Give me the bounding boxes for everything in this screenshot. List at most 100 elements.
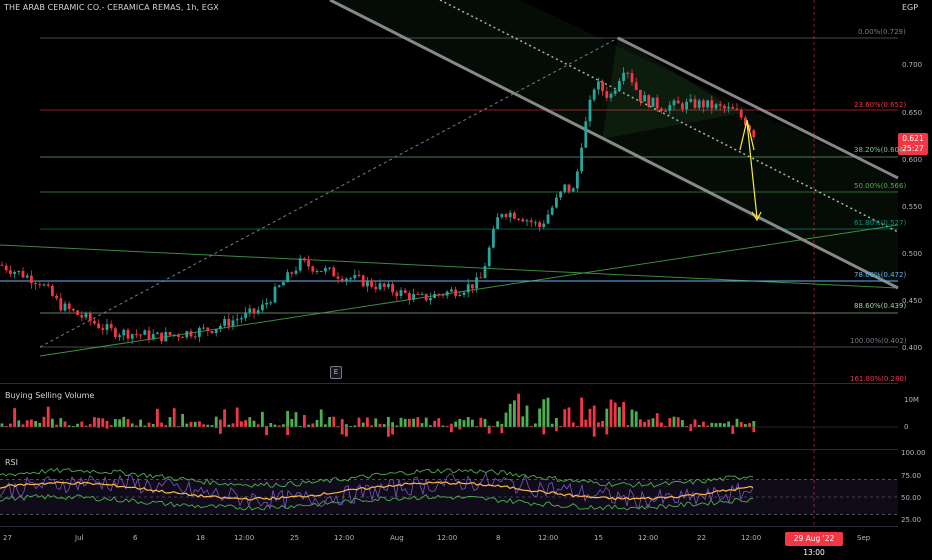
candle-body [572, 188, 575, 191]
volume-bar [13, 408, 16, 427]
candle-body [43, 285, 46, 286]
volume-bar [64, 421, 67, 427]
volume-bar [643, 422, 646, 427]
candle-body [97, 324, 100, 329]
candle-body [408, 293, 411, 300]
volume-bar [190, 422, 193, 427]
rsi-pane-label[interactable]: RSI [5, 458, 18, 467]
earnings-event-marker[interactable]: E [330, 366, 342, 379]
volume-bar [677, 417, 680, 427]
time-tick: Aug [390, 534, 404, 542]
volume-bar [26, 420, 29, 427]
volume-bar-negative [542, 427, 545, 434]
volume-bar [358, 418, 361, 427]
candle-body [580, 148, 583, 172]
candle-body [542, 224, 545, 227]
candle-body [694, 99, 697, 108]
candle-body [601, 82, 604, 92]
candle-body [731, 107, 734, 109]
candle-body [496, 217, 499, 229]
volume-bar [593, 406, 596, 427]
candle-body [349, 278, 352, 279]
candle-body [89, 314, 92, 321]
candle-body [656, 98, 659, 109]
candle-body [568, 184, 571, 191]
candle-body [534, 222, 537, 223]
candle-body [55, 296, 58, 298]
volume-bar [387, 417, 390, 427]
volume-pane-divider[interactable] [0, 383, 898, 384]
volume-bar-negative [391, 427, 394, 435]
candle-body [295, 271, 298, 274]
candle-body [85, 314, 88, 318]
volume-bar [22, 424, 25, 427]
candle-body [106, 324, 109, 330]
candle-body [358, 275, 361, 276]
volume-bar [303, 415, 306, 427]
volume-bar [173, 408, 176, 427]
volume-bar [131, 423, 134, 427]
candle-body [652, 98, 655, 107]
volume-bar [232, 423, 235, 427]
volume-bar [148, 423, 151, 427]
volume-bar [635, 411, 638, 427]
volume-bar [215, 417, 218, 427]
candle-body [471, 284, 474, 288]
candle-body [114, 328, 117, 337]
volume-bar [656, 413, 659, 427]
volume-pane-label[interactable]: Buying Selling Volume [5, 391, 94, 400]
candle-body [706, 100, 709, 107]
volume-bar-negative [689, 427, 692, 431]
candle-body [282, 282, 285, 285]
time-tick: 12:00 [741, 534, 761, 542]
volume-bar [101, 418, 104, 427]
candle-body [324, 268, 327, 271]
volume-bar [454, 422, 457, 427]
candle-body [17, 271, 20, 272]
volume-bar [324, 424, 327, 427]
candle-body [332, 268, 335, 277]
volume-bar [223, 409, 226, 427]
candle-body [597, 82, 600, 90]
candle-body [13, 272, 16, 274]
volume-bar [114, 419, 117, 427]
volume-bar [1, 423, 4, 427]
volume-bar [93, 417, 96, 427]
candle-body [345, 279, 348, 281]
candle-body [391, 284, 394, 292]
volume-bar-negative [605, 427, 608, 434]
volume-bar [227, 425, 230, 427]
volume-bar [421, 423, 424, 427]
volume-bar [639, 419, 642, 427]
candle-body [479, 277, 482, 278]
volume-bar [631, 410, 634, 427]
candle-body [227, 319, 230, 326]
volume-bar [366, 417, 369, 427]
volume-bar [521, 416, 524, 427]
candle-body [59, 298, 62, 310]
rsi-pane-divider[interactable] [0, 449, 898, 450]
volume-bar [437, 418, 440, 427]
volume-bar [240, 421, 243, 427]
candle-body [236, 319, 239, 320]
volume-bar [752, 421, 755, 427]
volume-bar [290, 419, 293, 427]
candle-body [395, 292, 398, 296]
candle-body [589, 100, 592, 122]
candle-body [412, 294, 415, 300]
volume-bar [416, 417, 419, 427]
candle-body [513, 213, 516, 219]
candle-body [353, 275, 356, 278]
candle-body [93, 321, 96, 324]
candle-body [307, 260, 310, 266]
volume-bar [740, 422, 743, 427]
candle-body [156, 333, 159, 334]
candle-body [379, 283, 382, 289]
candle-body [211, 331, 214, 333]
candle-body [328, 268, 331, 269]
volume-tick: 0 [904, 423, 908, 431]
candle-body [51, 286, 54, 296]
candle-body [551, 207, 554, 214]
